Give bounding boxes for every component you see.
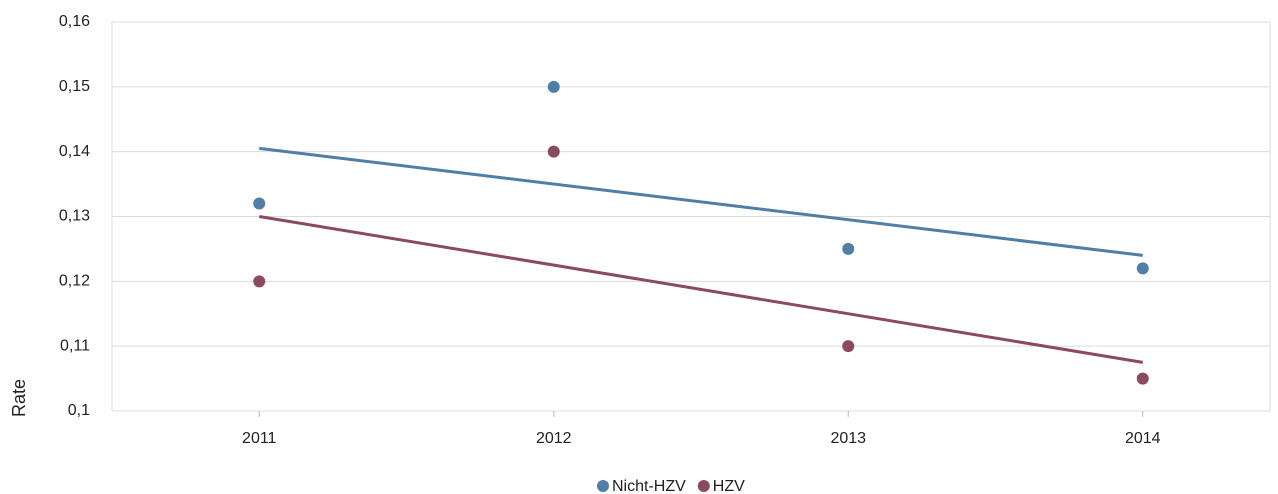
legend-label: HZV bbox=[713, 478, 745, 494]
trend-line bbox=[259, 146, 1143, 257]
point bbox=[253, 275, 266, 288]
legend-marker bbox=[597, 480, 609, 492]
point bbox=[842, 242, 855, 255]
x-tick-label: 2012 bbox=[536, 430, 572, 447]
point bbox=[842, 340, 855, 353]
legend-label: Nicht-HZV bbox=[612, 478, 686, 494]
x-tick-label: 2011 bbox=[242, 430, 277, 447]
y-tick-label: 0,13 bbox=[59, 208, 90, 225]
y-tick-label: 0,16 bbox=[59, 13, 90, 30]
point bbox=[547, 145, 560, 158]
x-tick-label: 2014 bbox=[1125, 430, 1161, 447]
y-axis-label: Rate bbox=[9, 379, 29, 417]
point bbox=[253, 197, 266, 210]
y-tick-label: 0,11 bbox=[60, 337, 90, 354]
point bbox=[547, 80, 560, 93]
trend-line bbox=[259, 215, 1143, 364]
x-tick-label: 2013 bbox=[830, 430, 866, 447]
point bbox=[1136, 372, 1149, 385]
point bbox=[1136, 262, 1149, 275]
y-tick-label: 0,1 bbox=[68, 402, 90, 419]
y-tick-label: 0,12 bbox=[59, 273, 90, 290]
y-tick-label: 0,15 bbox=[59, 78, 90, 95]
legend-marker bbox=[697, 480, 710, 492]
y-tick-label: 0,14 bbox=[59, 143, 90, 160]
